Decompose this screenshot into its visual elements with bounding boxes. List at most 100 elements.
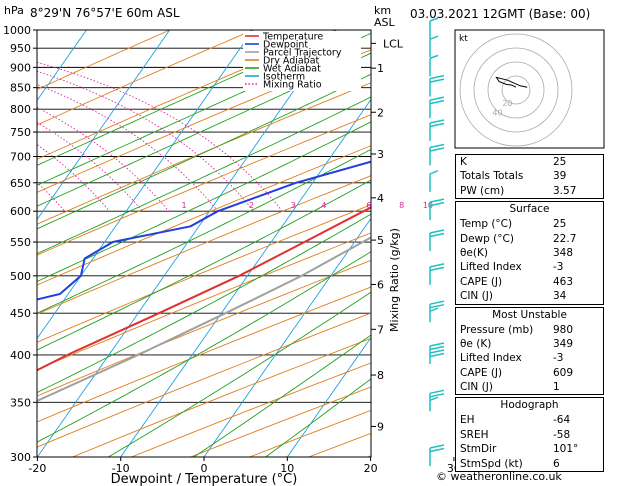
index-label: CAPE (J) — [460, 366, 503, 379]
wind-barb-flag — [429, 342, 445, 347]
index-label: Temp (°C) — [460, 218, 513, 231]
index-row: Totals Totals 39 — [456, 169, 603, 183]
dry-adiabat-line — [37, 175, 371, 315]
indices-top-box: K 25 Totals Totals 39 PW (cm) 3.57 — [455, 154, 604, 200]
km-tick-label: 3 — [377, 148, 384, 161]
wind-barb-flag — [429, 119, 445, 124]
wind-barb-flag — [429, 393, 445, 398]
index-value: 101° — [553, 443, 579, 456]
index-value: 25 — [553, 218, 567, 231]
index-row: PW (cm) 3.57 — [456, 184, 603, 198]
hodograph-ring — [459, 33, 573, 147]
index-value: 463 — [553, 275, 574, 288]
wind-barb-flag — [429, 307, 439, 312]
wind-barb-flag — [429, 444, 445, 449]
index-row: K 25 — [456, 155, 603, 169]
legend-label: Wet Adiabat — [263, 64, 321, 75]
index-value: 22.7 — [553, 232, 577, 245]
wind-barb-flag — [429, 201, 445, 207]
wind-barb-flag — [429, 396, 439, 402]
index-row: Dewp (°C) 22.7 — [456, 232, 603, 246]
dry-adiabat-line — [37, 30, 337, 160]
hodograph-ring — [487, 61, 545, 119]
pressure-tick-label: 800 — [10, 103, 31, 116]
temperature-tick-label: 0 — [201, 462, 208, 475]
index-row: Temp (°C) 25 — [456, 217, 603, 231]
legend-label: Temperature — [262, 32, 323, 43]
wind-barb-flag — [429, 122, 445, 128]
index-label: Dewp (°C) — [460, 232, 514, 245]
copyright-footer: © weatheronline.co.uk — [436, 470, 562, 483]
km-tick-label: LCL — [383, 37, 404, 50]
index-value: 1 — [553, 381, 560, 394]
wind-barb-flag — [429, 229, 445, 234]
dry-adiabat-line — [71, 337, 371, 457]
indices-panel: K 25 Totals Totals 39 PW (cm) 3.57 Surface … — [455, 154, 604, 473]
pressure-tick-label: 650 — [10, 177, 31, 190]
hodograph-ring-label: 40 — [492, 109, 502, 118]
km-tick-label: 7 — [377, 323, 384, 336]
km-tick-label: 2 — [377, 106, 384, 119]
dry-adiabat-line — [37, 145, 371, 286]
hodograph-frame — [454, 29, 605, 149]
index-value: 980 — [553, 323, 574, 336]
index-value: 3.57 — [553, 184, 577, 197]
wet-adiabat-line — [107, 291, 371, 457]
hodograph-ring — [473, 47, 559, 133]
index-row: θe (K) 349 — [456, 337, 603, 351]
mixing-ratio-label: 1 — [181, 201, 186, 210]
legend-label: Parcel Trajectory — [263, 48, 342, 59]
hodograph-title: Hodograph — [500, 399, 559, 412]
wet-adiabat-line — [37, 96, 371, 255]
mixing-ratio-label: 8 — [399, 201, 404, 210]
isotherm-line — [37, 30, 171, 221]
dry-adiabat-line — [37, 312, 371, 448]
wind-barb-flag — [429, 143, 445, 149]
index-label: Totals Totals — [460, 170, 524, 183]
index-row: CAPE (J) 463 — [456, 275, 603, 289]
most-unstable-title: Most Unstable — [492, 308, 567, 321]
index-label: PW (cm) — [460, 184, 505, 197]
index-value: 609 — [553, 366, 574, 379]
mixing-ratio-label: 2 — [249, 201, 254, 210]
wind-barb-flag — [429, 78, 445, 83]
index-row: SREH -58 — [456, 428, 603, 442]
mixing-ratio-line — [37, 143, 110, 212]
wind-barb-flag — [429, 300, 445, 305]
sounding-profiles — [37, 160, 371, 403]
index-value: -3 — [553, 261, 564, 274]
index-row: θe(K) 348 — [456, 246, 603, 260]
index-row: CIN (J) 1 — [456, 380, 603, 394]
axes: 1234681015202530035040045050055060065070… — [3, 24, 547, 475]
index-value: 349 — [553, 337, 574, 350]
index-value: 348 — [553, 246, 574, 259]
index-label: θe (K) — [460, 337, 492, 350]
pressure-tick-label: 900 — [10, 61, 31, 74]
dry-adiabat-line — [37, 114, 371, 256]
most-unstable-box: Most Unstable Pressure (mb) 980 θe (K) 349… — [455, 306, 604, 396]
isotherm-line — [0, 30, 3, 469]
pressure-tick-label: 600 — [10, 205, 31, 218]
hodograph-ring — [501, 75, 531, 105]
index-label: Pressure (mb) — [460, 323, 534, 336]
station-location: 8°29'N 76°57'E 60m ASL — [30, 6, 180, 20]
isotherm-line — [37, 30, 87, 102]
mixing-ratio-label: 6 — [366, 201, 371, 210]
wind-barb-flag — [429, 447, 445, 453]
pressure-tick-label: 300 — [10, 451, 31, 464]
legend-label: Dry Adiabat — [263, 56, 320, 67]
mixing-ratio-line — [37, 61, 283, 212]
wet-adiabat-line — [37, 30, 337, 166]
wind-barb-flag — [429, 54, 439, 60]
wind-barb-flag — [429, 303, 445, 309]
surface-title: Surface — [509, 203, 550, 216]
background-lines — [0, 30, 371, 469]
index-label: K — [460, 156, 467, 168]
dry-adiabat-line — [37, 82, 371, 225]
wet-adiabat-line — [37, 251, 371, 443]
wind-barb-flag — [429, 349, 445, 354]
wind-barb-flag — [429, 74, 445, 80]
